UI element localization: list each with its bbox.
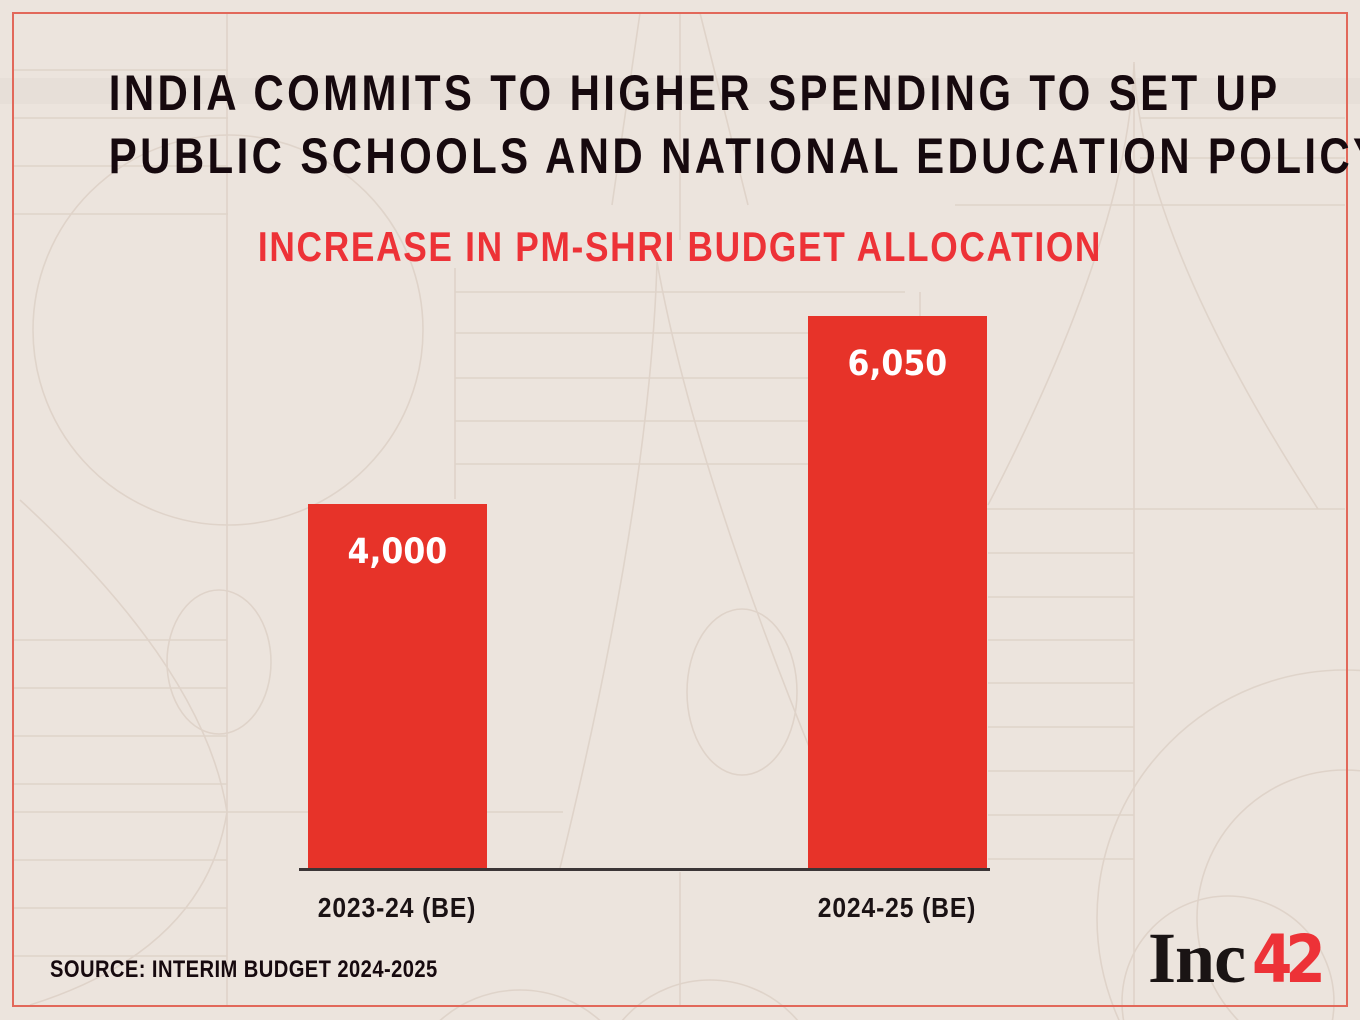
source-note: SOURCE: INTERIM BUDGET 2024-2025 <box>50 956 438 983</box>
bar-value-label-2023-24: 4,000 <box>347 532 448 572</box>
page-title: INDIA COMMITS TO HIGHER SPENDING TO SET … <box>0 62 1360 188</box>
logo-text-inc: Inc <box>1148 918 1246 998</box>
x-axis-label-2024-25: 2024-25 (BE) <box>817 892 977 923</box>
bar-2023-24: 4,000 <box>308 504 487 870</box>
title-line-2: PUBLIC SCHOOLS AND NATIONAL EDUCATION PO… <box>108 128 1360 184</box>
bar-value-label-2024-25: 6,050 <box>847 344 948 384</box>
x-axis-label-2023-24: 2023-24 (BE) <box>317 892 477 923</box>
chart-title: INCREASE IN PM-SHRI BUDGET ALLOCATION <box>257 223 1103 270</box>
bar-2024-25: 6,050 <box>808 316 987 870</box>
inc42-logo: Inc 42 <box>1148 922 1338 994</box>
logo-text-42: 42 <box>1252 921 1326 998</box>
x-axis-line <box>299 868 990 871</box>
title-line-1: INDIA COMMITS TO HIGHER SPENDING TO SET … <box>108 65 1281 121</box>
